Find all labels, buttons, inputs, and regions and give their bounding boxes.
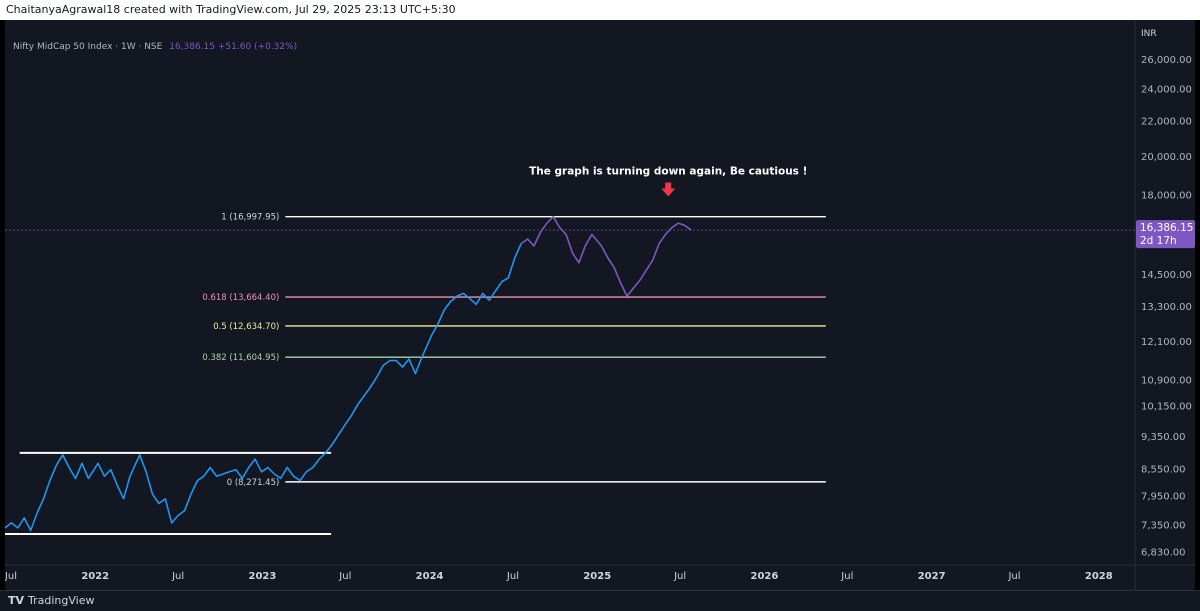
symbol-legend: Nifty MidCap 50 Index · 1W · NSE 16,386.… bbox=[13, 42, 297, 52]
price-series-line[interactable] bbox=[5, 243, 522, 532]
y-tick-label: 18,000.00 bbox=[1141, 191, 1192, 202]
y-tick-label: 24,000.00 bbox=[1141, 85, 1192, 96]
x-tick-label: 2026 bbox=[751, 571, 779, 582]
symbol-name: Nifty MidCap 50 Index · 1W · NSE bbox=[13, 42, 163, 52]
tradingview-logo-icon: TV bbox=[8, 594, 25, 607]
y-tick-label: 7,950.00 bbox=[1141, 491, 1186, 502]
y-tick-label: 6,830.00 bbox=[1141, 547, 1186, 558]
x-tick-label: Jul bbox=[171, 571, 184, 582]
y-tick-label: 10,900.00 bbox=[1141, 375, 1192, 386]
x-tick-label: 2027 bbox=[918, 571, 946, 582]
x-tick-label: 2022 bbox=[81, 571, 109, 582]
y-tick-label: 9,350.00 bbox=[1141, 432, 1186, 443]
fib-level-label: 0.382 (11,604.95) bbox=[202, 353, 279, 363]
currency-label: INR bbox=[1141, 29, 1157, 39]
last-price-change: 16,386.15 +51.60 (+0.32%) bbox=[169, 42, 298, 52]
fib-level-label: 0 (8,271.45) bbox=[227, 478, 280, 488]
credit-text: ChaitanyaAgrawal18 created with TradingV… bbox=[6, 3, 456, 16]
y-tick-label: 22,000.00 bbox=[1141, 117, 1192, 128]
price-series-line[interactable] bbox=[520, 215, 692, 297]
x-tick-label: Jul bbox=[1007, 571, 1020, 582]
tradingview-logo[interactable]: TV TradingView bbox=[8, 594, 95, 607]
fib-level-label: 0.618 (13,664.40) bbox=[202, 293, 279, 303]
x-tick-label: 2028 bbox=[1085, 571, 1113, 582]
x-tick-label: Jul bbox=[506, 571, 519, 582]
fib-level-label: 0.5 (12,634.70) bbox=[213, 322, 279, 332]
y-tick-label: 14,500.00 bbox=[1141, 270, 1192, 281]
y-tick-label: 10,150.00 bbox=[1141, 402, 1192, 413]
down-arrow-icon bbox=[661, 182, 676, 197]
x-tick-label: Jul bbox=[5, 571, 17, 582]
y-tick-label: 20,000.00 bbox=[1141, 152, 1192, 163]
fib-level-label: 1 (16,997.95) bbox=[221, 213, 279, 223]
credit-bar: ChaitanyaAgrawal18 created with TradingV… bbox=[0, 0, 1200, 20]
x-tick-label: 2023 bbox=[249, 571, 277, 582]
y-tick-label: 12,100.00 bbox=[1141, 337, 1192, 348]
price-chart[interactable]: INR 26,000.00 24,000.00 22,000.00 20,000.00 1… bbox=[5, 20, 1195, 590]
x-tick-label: Jul bbox=[338, 571, 351, 582]
last-price-label: 16,386.15 bbox=[1140, 222, 1193, 234]
bar-countdown-label: 2d 17h bbox=[1140, 235, 1177, 247]
y-tick-label: 13,300.00 bbox=[1141, 302, 1192, 313]
annotation-text: The graph is turning down again, Be caut… bbox=[529, 166, 807, 178]
chart-frame: INR 26,000.00 24,000.00 22,000.00 20,000.00 1… bbox=[5, 20, 1195, 610]
x-tick-label: 2025 bbox=[583, 571, 611, 582]
y-tick-label: 26,000.00 bbox=[1141, 55, 1192, 66]
y-tick-label: 7,350.00 bbox=[1141, 520, 1186, 531]
x-tick-label: Jul bbox=[673, 571, 686, 582]
x-tick-label: Jul bbox=[840, 571, 853, 582]
footer-bar: TV TradingView bbox=[0, 590, 1200, 611]
y-tick-label: 8,550.00 bbox=[1141, 465, 1186, 476]
x-tick-label: 2024 bbox=[416, 571, 444, 582]
last-price-badge bbox=[1136, 220, 1195, 249]
tradingview-brand: TradingView bbox=[28, 594, 95, 607]
